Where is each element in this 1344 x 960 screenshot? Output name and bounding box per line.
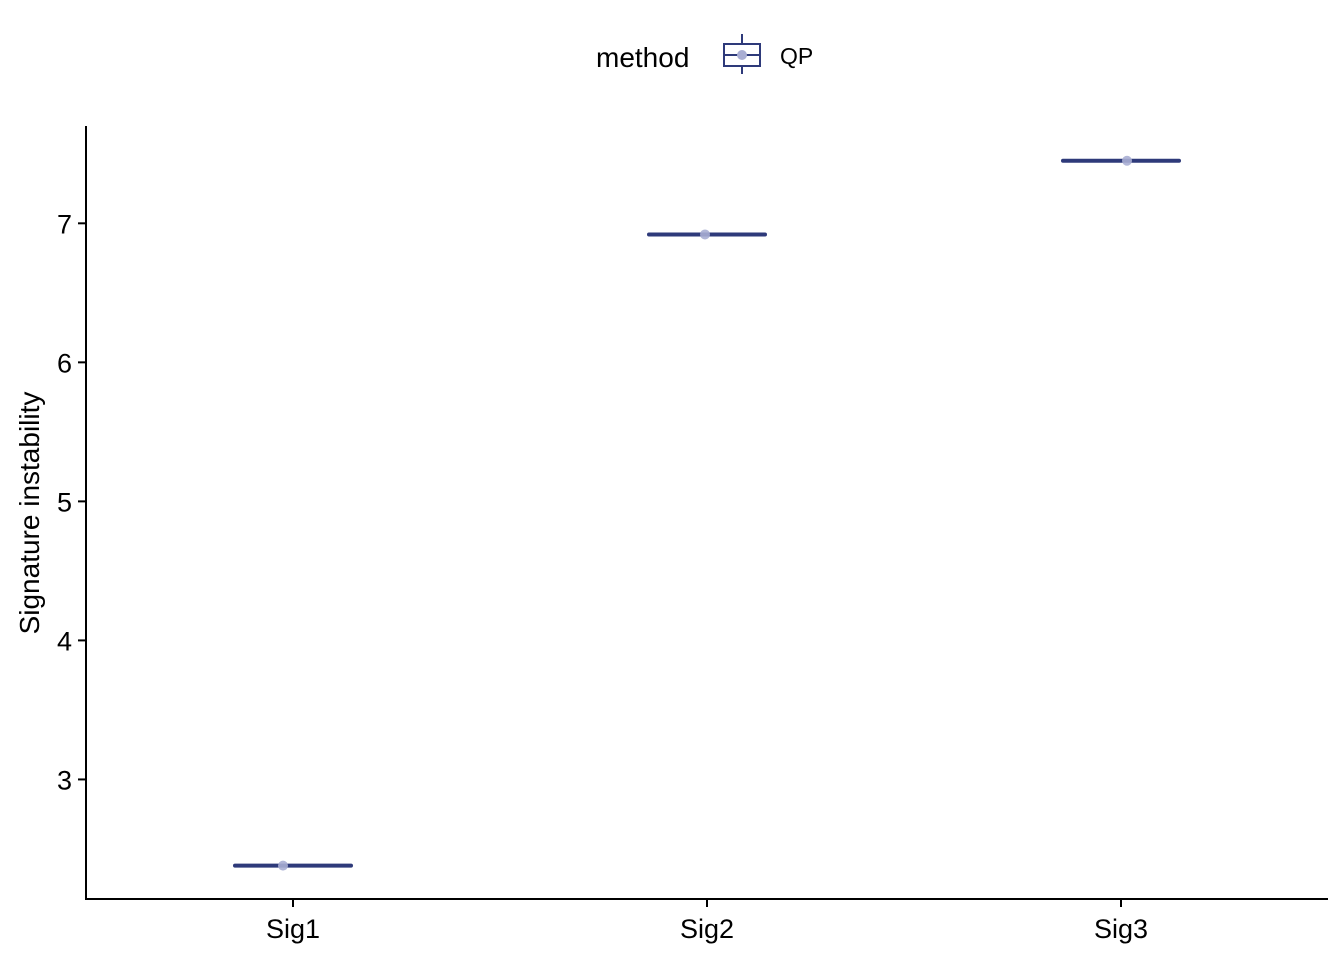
data-point [700,229,710,240]
y-tick-label: 7 [57,209,72,239]
x-tick-label: Sig2 [680,914,734,944]
x-tick-label: Sig3 [1094,914,1148,944]
legend-key-qp [723,34,761,74]
y-tick-label: 5 [57,487,72,517]
y-axis-title: Signature instability [14,392,45,635]
legend: method QP [596,34,813,74]
data-point [1122,155,1132,166]
y-tick-label: 6 [57,348,72,378]
y-ticks: 3 4 5 6 7 [57,209,86,795]
y-tick-label: 4 [57,626,72,656]
data-marks [233,155,1181,871]
legend-label-qp: QP [780,43,813,69]
x-ticks: Sig1 Sig2 Sig3 [266,899,1148,944]
legend-key-point [737,50,747,60]
data-point [278,860,288,871]
axes [85,126,1328,900]
x-tick-label: Sig1 [266,914,320,944]
legend-title: method [596,42,689,73]
y-tick-label: 3 [57,765,72,795]
